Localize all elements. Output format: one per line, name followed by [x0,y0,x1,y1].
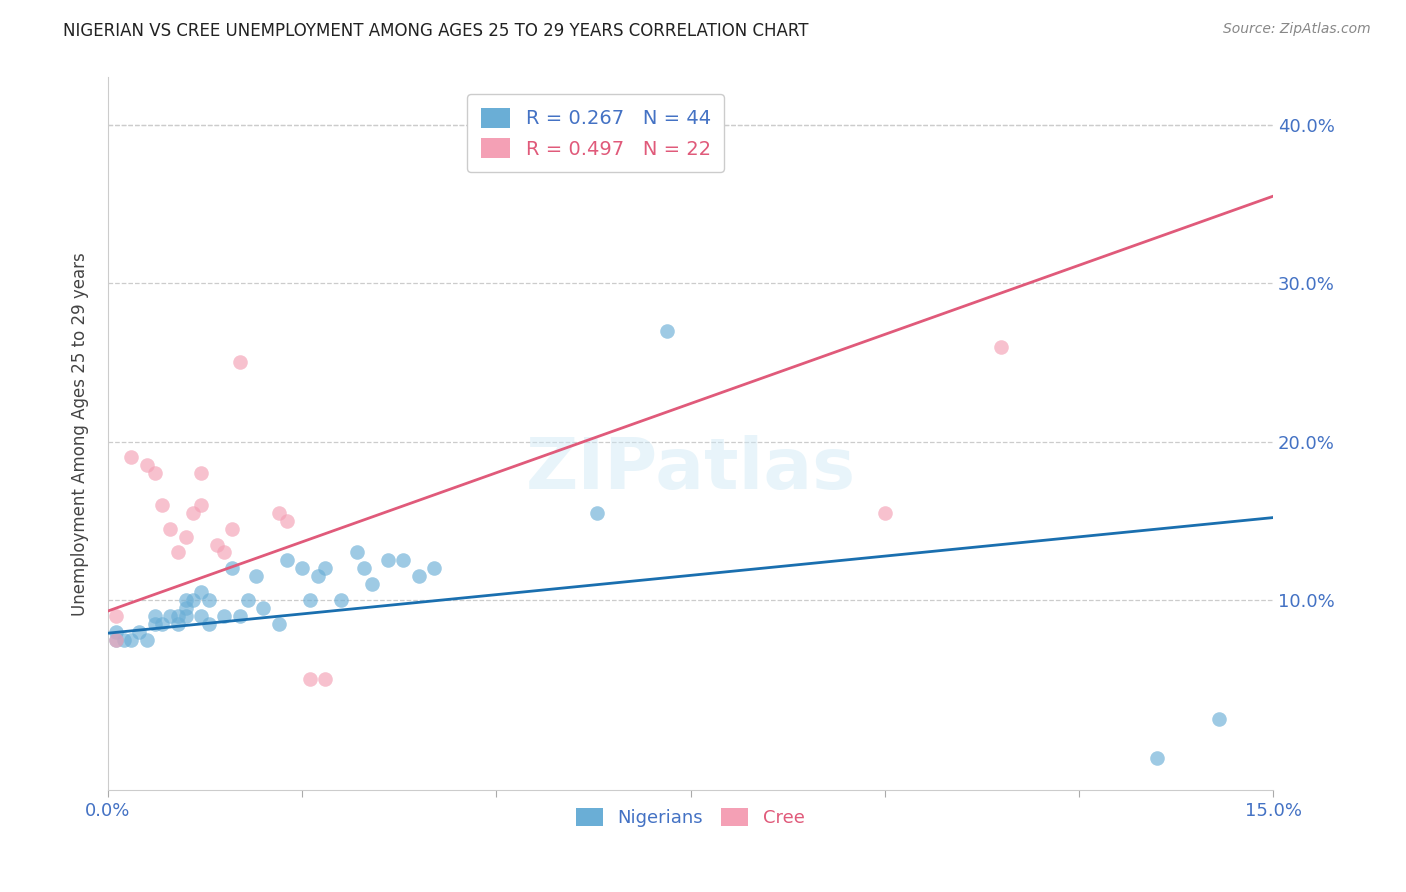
Point [408,569,430,583]
Point [104,632,127,647]
Point [159,522,181,536]
Point [873,506,896,520]
Point [229,608,252,623]
Point [245,569,267,583]
Point [291,561,314,575]
Point [150,616,173,631]
Point [392,553,415,567]
Point [135,632,157,647]
Point [135,458,157,473]
Legend: Nigerians, Cree: Nigerians, Cree [569,800,813,834]
Point [128,624,150,639]
Point [174,530,197,544]
Point [112,632,135,647]
Point [214,608,236,623]
Point [183,593,205,607]
Point [167,608,190,623]
Point [236,593,259,607]
Point [143,608,166,623]
Point [377,553,399,567]
Point [183,506,205,520]
Point [307,569,329,583]
Point [143,467,166,481]
Point [120,450,142,465]
Point [314,561,336,575]
Point [361,577,384,591]
Point [205,537,228,551]
Point [353,561,375,575]
Point [314,672,336,686]
Point [104,608,127,623]
Point [221,522,243,536]
Point [174,593,197,607]
Point [214,545,236,559]
Point [150,498,173,512]
Point [267,616,290,631]
Point [267,506,290,520]
Text: NIGERIAN VS CREE UNEMPLOYMENT AMONG AGES 25 TO 29 YEARS CORRELATION CHART: NIGERIAN VS CREE UNEMPLOYMENT AMONG AGES… [63,22,808,40]
Point [1146,751,1168,765]
Point [990,340,1012,354]
Point [657,324,679,338]
Text: Source: ZipAtlas.com: Source: ZipAtlas.com [1223,22,1371,37]
Point [167,616,190,631]
Point [120,632,142,647]
Point [586,506,609,520]
Point [143,616,166,631]
Point [252,600,274,615]
Point [167,545,190,559]
Point [159,608,181,623]
Point [298,672,321,686]
Point [174,600,197,615]
Point [190,608,212,623]
Text: ZIPatlas: ZIPatlas [526,434,856,504]
Point [198,616,221,631]
Point [276,514,298,528]
Point [229,355,252,369]
Point [104,632,127,647]
Point [346,545,368,559]
Point [276,553,298,567]
Point [330,593,353,607]
Point [190,585,212,599]
Point [198,593,221,607]
Y-axis label: Unemployment Among Ages 25 to 29 years: Unemployment Among Ages 25 to 29 years [72,252,89,615]
Point [104,624,127,639]
Point [190,467,212,481]
Point [190,498,212,512]
Point [221,561,243,575]
Point [174,608,197,623]
Point [298,593,321,607]
Point [1208,712,1230,726]
Point [423,561,446,575]
